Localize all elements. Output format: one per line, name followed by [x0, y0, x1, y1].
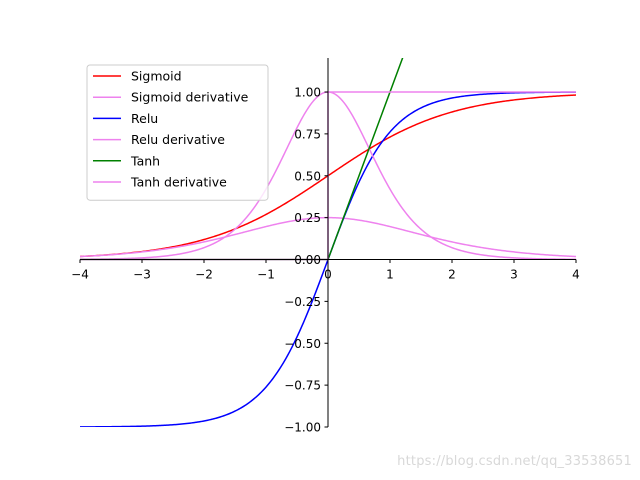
legend-label: Sigmoid derivative [131, 90, 249, 105]
x-tick-label: −3 [133, 268, 151, 282]
legend-label: Sigmoid [131, 69, 182, 84]
y-tick-label: −0.75 [284, 379, 321, 393]
watermark-text: https://blog.csdn.net/qq_33538651 [397, 454, 632, 469]
y-tick-label: 0.50 [294, 169, 321, 183]
x-tick-label: −2 [195, 268, 213, 282]
x-tick-label: 0 [324, 268, 332, 282]
x-tick-label: 4 [572, 268, 580, 282]
x-tick-label: −4 [71, 268, 89, 282]
x-tick-label: 3 [510, 268, 518, 282]
y-tick-label: 0.25 [294, 211, 321, 225]
x-tick-label: −1 [257, 268, 275, 282]
y-tick-label: 1.00 [294, 86, 321, 100]
x-tick-label: 1 [386, 268, 394, 282]
legend-label: Tanh derivative [130, 175, 227, 190]
y-tick-label: −0.50 [284, 337, 321, 351]
legend-box [86, 64, 269, 201]
x-tick-label: 2 [448, 268, 456, 282]
legend-label: Relu [131, 111, 158, 126]
y-tick-label: −1.00 [284, 421, 321, 435]
legend: Sigmoid Sigmoid derivative Relu Relu deriva… [86, 64, 269, 201]
legend-label: Relu derivative [131, 132, 225, 147]
legend-label: Tanh [130, 153, 160, 168]
y-tick-label: 0.00 [294, 253, 321, 267]
y-tick-label: −0.25 [284, 295, 321, 309]
y-tick-label: 0.75 [294, 127, 321, 141]
axes-layer: −4 −3 −2 −1 0 1 2 3 4 −1.00 −0.75 −0.50 −0.25 0.00 0.2… [71, 58, 580, 435]
